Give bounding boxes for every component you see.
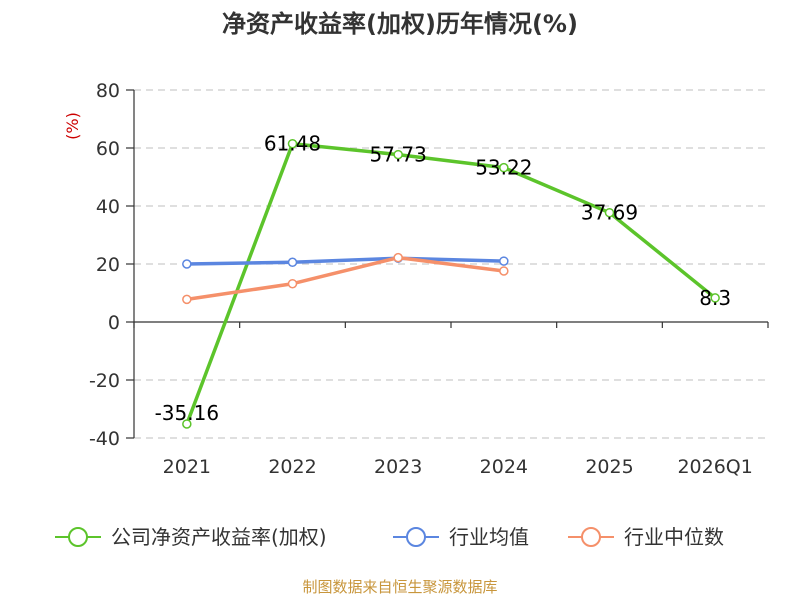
legend-swatch-marker-1 xyxy=(406,527,426,547)
point-2-2023 xyxy=(393,252,403,263)
x-tick-label-2024: 2024 xyxy=(480,456,528,478)
x-tick-label-2021: 2021 xyxy=(163,456,211,478)
point-1-2024 xyxy=(499,256,509,266)
point-2-2021 xyxy=(182,294,192,305)
legend-label-1: 行业均值 xyxy=(449,525,529,549)
point-0-2026Q1 xyxy=(710,293,720,303)
data-label-2023: 57.73 xyxy=(370,143,427,167)
point-1-2021 xyxy=(182,259,192,269)
x-tick-label-2025: 2025 xyxy=(585,456,633,478)
data-label-2025: 37.69 xyxy=(581,201,638,225)
series-line-0 xyxy=(185,141,717,425)
series-line-2 xyxy=(186,255,505,302)
data-label-2024: 53.22 xyxy=(475,156,532,180)
legend-label-2: 行业中位数 xyxy=(624,525,724,549)
y-tick-label--20: -20 xyxy=(89,370,120,392)
axis-layer: 80 60 40 20 0 -20 -40 2021 2022 2023 2024 2025 2026Q… xyxy=(89,80,769,478)
point-0-2025 xyxy=(604,207,615,218)
point-0-2021 xyxy=(182,419,192,429)
legend: 公司净资产收益率(加权) 行业均值 行业中位数 xyxy=(55,525,724,549)
series-layer xyxy=(182,138,720,429)
legend-label-0: 公司净资产收益率(加权) xyxy=(111,525,327,549)
y-tick-label-60: 60 xyxy=(96,138,120,160)
legend-item-1: 行业均值 xyxy=(393,525,529,549)
chart-title: 净资产收益率(加权)历年情况(%) xyxy=(222,10,578,38)
data-label-2022: 61.48 xyxy=(264,132,321,156)
x-tick-label-2026Q1: 2026Q1 xyxy=(677,456,752,478)
point-0-2023 xyxy=(393,149,403,160)
y-tick-label--40: -40 xyxy=(89,428,120,450)
point-1-2022 xyxy=(287,257,298,268)
data-label-2026Q1: 8.3 xyxy=(699,286,731,310)
point-2-2024 xyxy=(499,266,509,276)
y-tick-label-0: 0 xyxy=(108,312,120,334)
y-tick-label-20: 20 xyxy=(96,254,120,276)
legend-item-0: 公司净资产收益率(加权) xyxy=(55,525,327,549)
source-note: 制图数据来自恒生聚源数据库 xyxy=(302,578,497,596)
x-tick-label-2023: 2023 xyxy=(374,456,422,478)
series-line-1 xyxy=(186,256,504,266)
point-2-2022 xyxy=(287,278,298,289)
y-tick-label-40: 40 xyxy=(96,196,120,218)
y-tick-label-80: 80 xyxy=(96,80,120,102)
data-label-layer: -35.16 61.48 57.73 53.22 37.69 8.3 xyxy=(155,132,731,425)
legend-swatch-marker-2 xyxy=(581,527,601,547)
legend-swatch-marker-0 xyxy=(68,527,88,547)
point-0-2024 xyxy=(499,162,509,173)
y-axis-unit-label: (%) xyxy=(63,112,82,140)
x-tick-label-2022: 2022 xyxy=(268,456,316,478)
legend-item-2: 行业中位数 xyxy=(568,525,724,549)
point-0-2022 xyxy=(287,138,298,149)
data-label-2021: -35.16 xyxy=(155,401,219,425)
